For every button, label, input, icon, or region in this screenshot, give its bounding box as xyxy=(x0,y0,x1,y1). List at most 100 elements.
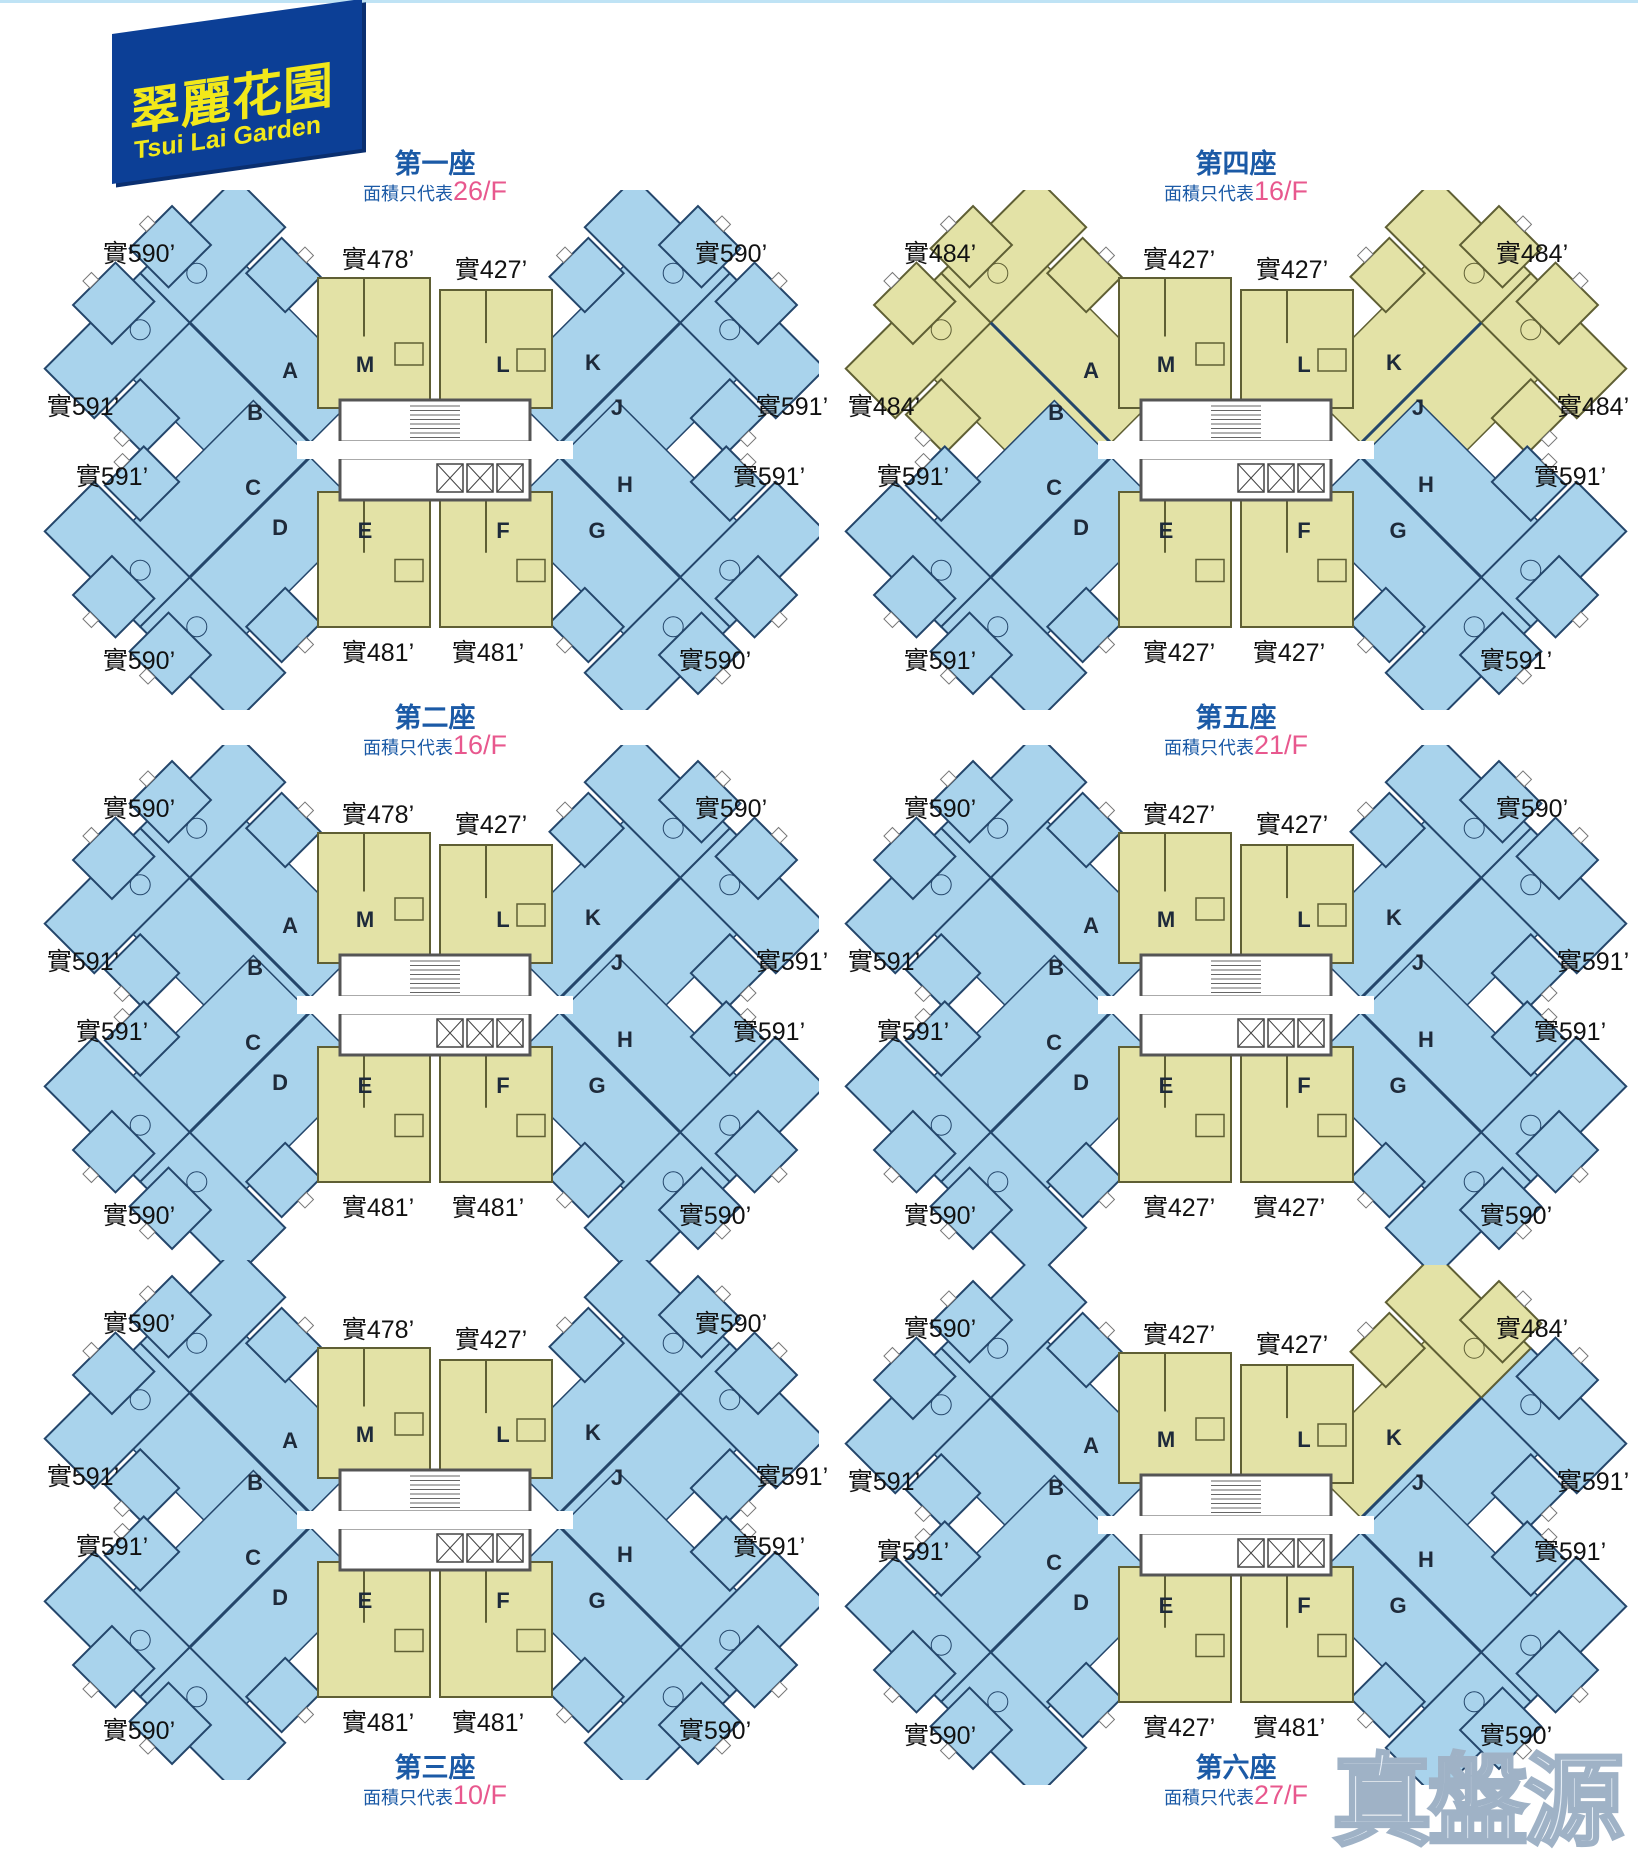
unit-area-label: 實591’ xyxy=(1533,1018,1607,1046)
unit-letter: E xyxy=(358,518,373,543)
unit-area-label: 實481’ xyxy=(451,1709,525,1737)
unit-area-label: 實427’ xyxy=(454,811,528,839)
unit-letter: K xyxy=(1386,350,1402,375)
wing-JK xyxy=(502,745,819,1056)
unit-letter: G xyxy=(588,1588,605,1613)
top-border xyxy=(0,0,1638,3)
unit-area-label: 實478’ xyxy=(341,801,415,829)
unit-letter: M xyxy=(1157,352,1175,377)
unit-area-label: 實590’ xyxy=(1479,1722,1553,1750)
unit-letter: E xyxy=(358,1588,373,1613)
unit-letter: B xyxy=(247,955,263,980)
corridor xyxy=(1098,1516,1374,1534)
unit-area-label: 實478’ xyxy=(341,246,415,274)
unit-area-label: 實591’ xyxy=(732,463,806,491)
building-title: 第一座 xyxy=(394,149,476,180)
unit-letter: J xyxy=(611,1465,623,1490)
unit-area-label: 實590’ xyxy=(678,647,752,675)
unit-letter: K xyxy=(585,350,601,375)
unit-area-label: 實590’ xyxy=(1495,795,1569,823)
floor-number: 16/F xyxy=(1253,176,1309,206)
unit-area-label: 實484’ xyxy=(847,393,921,421)
unit-letter: C xyxy=(245,475,261,500)
stair-core xyxy=(338,1468,532,1514)
unit-area-label: 實590’ xyxy=(678,1202,752,1230)
unit-area-label: 實478’ xyxy=(341,1316,415,1344)
unit-area-label: 實484’ xyxy=(1495,240,1569,268)
unit-letter: C xyxy=(245,1545,261,1570)
corridor xyxy=(1098,996,1374,1014)
unit-letter: A xyxy=(1083,1433,1099,1458)
unit-letter: J xyxy=(611,950,623,975)
unit-area-label: 實427’ xyxy=(1142,1714,1216,1742)
unit-letter: H xyxy=(1418,1027,1434,1052)
stair-core xyxy=(338,953,532,999)
unit-letter: G xyxy=(1389,518,1406,543)
unit-area-label: 實591’ xyxy=(847,948,921,976)
floor-number: 26/F xyxy=(452,176,508,206)
unit-letter: C xyxy=(245,1030,261,1055)
wing-CD xyxy=(43,954,368,1265)
floor-note: 面積只代表21/F xyxy=(1036,730,1436,761)
corridor xyxy=(297,1511,573,1529)
unit-letter: H xyxy=(617,1027,633,1052)
floor-number: 21/F xyxy=(1253,730,1309,760)
unit-area-label: 實590’ xyxy=(102,795,176,823)
unit-area-label: 實481’ xyxy=(1252,1714,1326,1742)
unit-letter: B xyxy=(1048,400,1064,425)
unit-area-label: 實484’ xyxy=(1556,393,1630,421)
floor-note: 面積只代表10/F xyxy=(235,1780,635,1811)
unit-letter: D xyxy=(272,1070,288,1095)
unit-letter: L xyxy=(496,352,509,377)
unit-letter: C xyxy=(1046,1550,1062,1575)
unit-letter: D xyxy=(272,515,288,540)
unit-letter: D xyxy=(1073,515,1089,540)
unit-area-label: 實591’ xyxy=(755,393,829,421)
unit-area-label: 實591’ xyxy=(876,1538,950,1566)
unit-area-label: 實591’ xyxy=(75,1533,149,1561)
unit-letter: B xyxy=(247,1470,263,1495)
unit-letter: F xyxy=(496,1073,509,1098)
unit-letter: J xyxy=(1412,950,1424,975)
unit-area-label: 實591’ xyxy=(1556,1468,1630,1496)
unit-area-label: 實591’ xyxy=(732,1533,806,1561)
floor-note-label: 面積只代表 xyxy=(1163,738,1254,759)
unit-letter: J xyxy=(611,395,623,420)
unit-letter: E xyxy=(1159,1073,1174,1098)
corridor xyxy=(297,441,573,459)
unit-area-label: 實590’ xyxy=(903,1202,977,1230)
floor-number: 16/F xyxy=(452,730,508,760)
unit-area-label: 實590’ xyxy=(694,795,768,823)
unit-letter: B xyxy=(1048,955,1064,980)
unit-area-label: 實427’ xyxy=(1255,811,1329,839)
unit-area-label: 實427’ xyxy=(454,1326,528,1354)
unit-letter: D xyxy=(1073,1070,1089,1095)
wing-JK xyxy=(502,1260,819,1571)
unit-area-label: 實427’ xyxy=(1142,801,1216,829)
stair-core xyxy=(1139,1473,1333,1519)
unit-area-label: 實591’ xyxy=(876,1018,950,1046)
floor-number: 27/F xyxy=(1253,1780,1309,1810)
unit-letter: H xyxy=(1418,1547,1434,1572)
unit-area-label: 實591’ xyxy=(755,1463,829,1491)
unit-letter: M xyxy=(356,1422,374,1447)
unit-letter: D xyxy=(1073,1590,1089,1615)
unit-letter: J xyxy=(1412,1470,1424,1495)
floor-note-label: 面積只代表 xyxy=(362,184,453,205)
unit-letter: H xyxy=(1418,472,1434,497)
unit-area-label: 實590’ xyxy=(694,1310,768,1338)
floor-note-label: 面積只代表 xyxy=(1163,1788,1254,1809)
building-title: 第六座 xyxy=(1195,1753,1277,1784)
unit-area-label: 實590’ xyxy=(1479,1202,1553,1230)
floor-note: 面積只代表27/F xyxy=(1036,1780,1436,1811)
unit-area-label: 實590’ xyxy=(102,240,176,268)
unit-letter: H xyxy=(617,472,633,497)
floor-note-label: 面積只代表 xyxy=(362,738,453,759)
unit-area-label: 實591’ xyxy=(876,463,950,491)
unit-letter: E xyxy=(358,1073,373,1098)
floor-note: 面積只代表16/F xyxy=(1036,176,1436,207)
unit-letter: C xyxy=(1046,1030,1062,1055)
unit-letter: M xyxy=(356,907,374,932)
unit-letter: A xyxy=(282,358,298,383)
unit-area-label: 實481’ xyxy=(451,1194,525,1222)
